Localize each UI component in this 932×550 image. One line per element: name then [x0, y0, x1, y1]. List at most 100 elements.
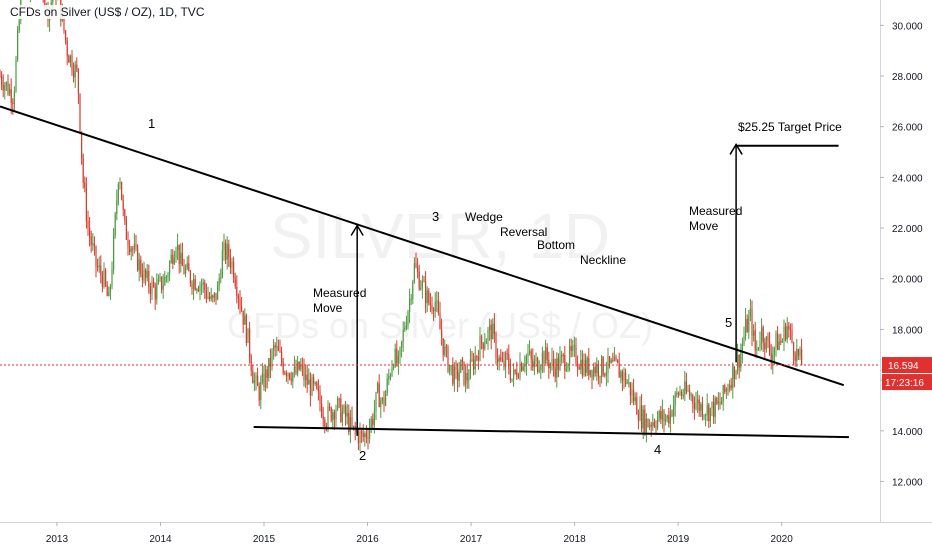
- candle-body: [660, 411, 662, 420]
- candle-body: [284, 372, 286, 374]
- candle-body: [15, 59, 17, 92]
- candle-body: [340, 398, 342, 422]
- candle-body: [722, 385, 724, 402]
- candle-body: [647, 418, 649, 428]
- candle-body: [370, 419, 372, 428]
- candle-body: [113, 234, 115, 270]
- candle-body: [269, 358, 271, 367]
- candle-body: [485, 340, 487, 344]
- candle-body: [476, 356, 478, 358]
- candle-body: [690, 395, 692, 397]
- candle-body: [111, 269, 113, 286]
- candle-body: [141, 273, 143, 281]
- candle-body: [501, 360, 503, 362]
- candle-body: [129, 245, 131, 252]
- candle-body: [653, 422, 655, 426]
- candle-body: [173, 257, 175, 264]
- candle-body: [567, 364, 569, 370]
- candle-body: [418, 271, 420, 290]
- candle-body: [745, 319, 747, 337]
- candle-body: [188, 263, 190, 272]
- arrow-head: [729, 142, 743, 155]
- candle-body: [569, 346, 571, 365]
- candle-body: [79, 93, 81, 132]
- candle-body: [772, 354, 774, 364]
- candle-body: [213, 292, 215, 298]
- candle-body: [458, 372, 460, 381]
- candle-body: [586, 357, 588, 373]
- candle-body: [692, 395, 694, 404]
- label-measured-move-1-line1: Measured: [313, 286, 366, 300]
- candle-body: [693, 403, 695, 409]
- candle-body: [607, 356, 609, 373]
- candle-body: [170, 254, 172, 263]
- candle-body: [489, 325, 491, 330]
- candle-body: [77, 68, 79, 94]
- candle-body: [514, 369, 516, 372]
- candle-body: [201, 284, 203, 286]
- candle-body: [423, 280, 425, 282]
- candle-body: [521, 363, 523, 371]
- candle-body: [682, 395, 684, 397]
- candle-body: [345, 405, 347, 417]
- candle-body: [319, 391, 321, 404]
- candle-body: [389, 375, 391, 377]
- candle-body: [303, 366, 305, 380]
- candle-body: [609, 356, 611, 363]
- candle-body: [724, 385, 726, 392]
- candle-body: [679, 392, 681, 395]
- candle-body: [108, 292, 110, 297]
- candle-body: [204, 282, 206, 291]
- candle-body: [228, 244, 230, 258]
- candle-body: [585, 360, 587, 373]
- candle-body: [617, 359, 619, 364]
- candle-body: [529, 351, 531, 353]
- candle-body: [18, 20, 20, 32]
- time-axis[interactable]: 2013 2014 2015 2016 2017 2018 2019 2020: [0, 522, 932, 550]
- candle-body: [397, 355, 399, 364]
- candle-body: [361, 431, 363, 434]
- candle-body: [549, 363, 551, 369]
- y-tick-label: 12.000: [892, 477, 923, 488]
- candle-body: [65, 30, 67, 41]
- candle-body: [412, 281, 414, 299]
- candle-body: [348, 413, 350, 433]
- candle-body: [330, 407, 332, 421]
- candle-body: [13, 91, 15, 104]
- candle-body: [706, 404, 708, 415]
- candle-body: [421, 280, 423, 288]
- candle-body: [359, 431, 361, 443]
- drawings[interactable]: [0, 105, 880, 439]
- candle-body: [629, 382, 631, 396]
- candle-body: [149, 287, 151, 294]
- candle-body: [725, 388, 727, 392]
- candle-body: [413, 263, 415, 282]
- candle-body: [439, 313, 441, 330]
- candle-body: [540, 367, 542, 371]
- candle-body: [674, 393, 676, 406]
- candle-body: [666, 415, 668, 419]
- candle-body: [185, 268, 187, 274]
- candle-body: [733, 366, 735, 380]
- candle-body: [143, 269, 145, 281]
- candle-body: [346, 413, 348, 417]
- candle-body: [189, 271, 191, 284]
- candle-body: [159, 276, 161, 280]
- candle-body: [743, 336, 745, 345]
- candle-body: [663, 410, 665, 422]
- candle-body: [428, 290, 430, 303]
- price-axis[interactable]: 12.00014.00016.00018.00020.00022.00024.0…: [880, 0, 932, 550]
- candle-body: [125, 220, 127, 240]
- candle-body: [639, 405, 641, 421]
- candle-body: [234, 278, 236, 287]
- candle-body: [511, 378, 513, 381]
- candle-body: [673, 405, 675, 416]
- candle-body: [250, 356, 252, 371]
- candle-body: [69, 55, 71, 63]
- candle-body: [386, 379, 388, 394]
- price-axis-background: [880, 0, 932, 550]
- candle-body: [103, 269, 105, 287]
- candle-body: [559, 356, 561, 370]
- candle-body: [380, 400, 382, 408]
